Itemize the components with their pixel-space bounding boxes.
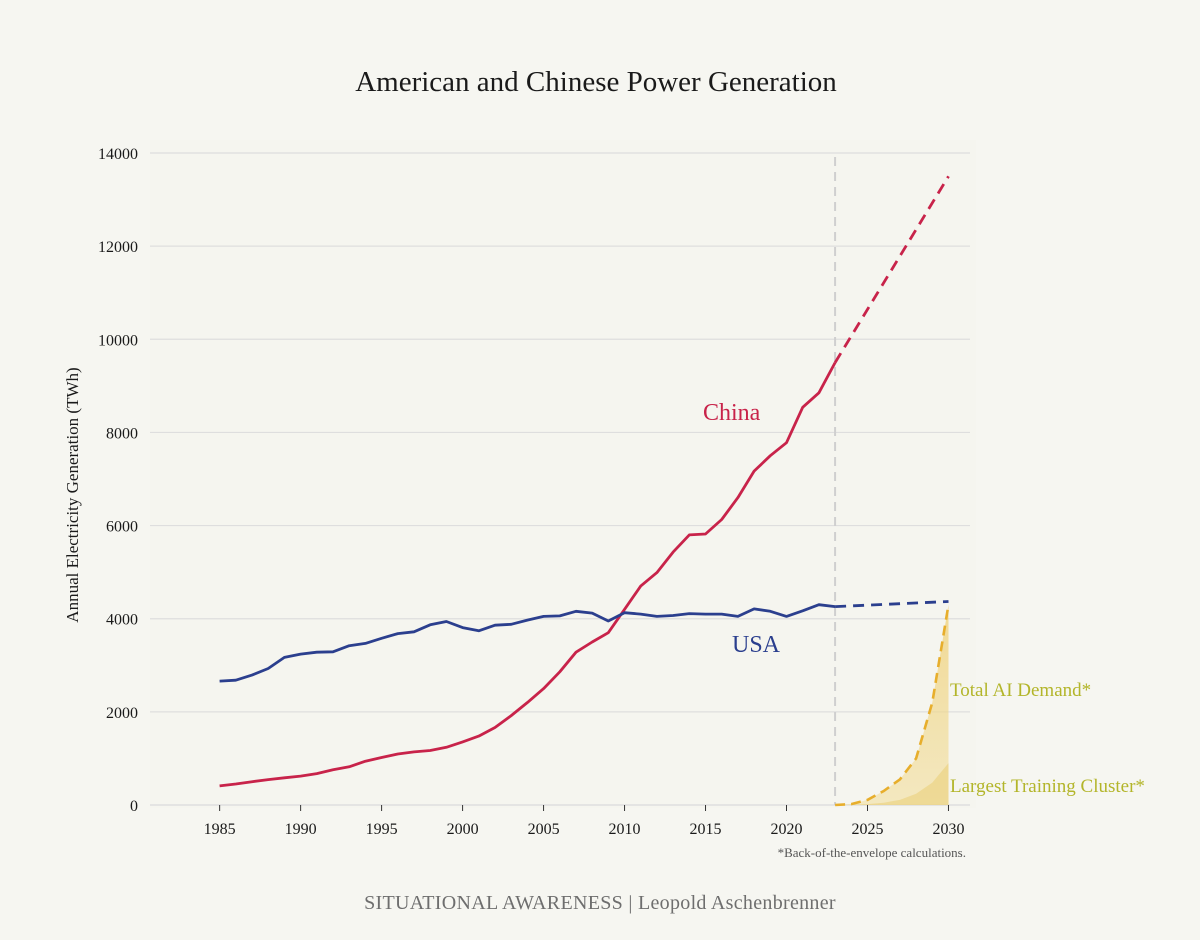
y-axis-label: Annual Electricity Generation (TWh): [63, 367, 82, 622]
y-tick-label: 8000: [106, 425, 138, 442]
y-tick-label: 2000: [106, 705, 138, 722]
usa-projection-line: [835, 600, 949, 608]
china-label: China: [703, 400, 761, 426]
y-axis-ticks: 0 2000 4000 6000 8000 10000 12000 14000: [98, 146, 138, 815]
x-tick-label: 2015: [690, 821, 722, 838]
ai-demand-line: [835, 604, 950, 807]
y-tick-label: 6000: [106, 519, 138, 536]
x-tick-label: 2030: [932, 821, 964, 838]
chart-title: American and Chinese Power Generation: [355, 66, 837, 98]
y-tick-label: 12000: [98, 239, 138, 256]
footer-credit: SITUATIONAL AWARENESS | Leopold Aschenbr…: [364, 892, 836, 914]
china-historical-line: [219, 361, 837, 788]
x-tick-label: 2020: [771, 821, 803, 838]
footnote: *Back-of-the-envelope calculations.: [778, 845, 966, 860]
x-tick-label: 1985: [204, 821, 236, 838]
x-tick-label: 1995: [366, 821, 398, 838]
y-tick-label: 4000: [106, 612, 138, 629]
y-tick-label: 10000: [98, 332, 138, 349]
x-axis-ticks: 1985 1990 1995 2000 2005 2010 2015 2020 2025 2030: [150, 804, 970, 838]
x-tick-label: 2025: [851, 821, 883, 838]
ai-demand-label: Total AI Demand*: [950, 680, 1091, 701]
china-projection-line: [833, 175, 950, 364]
series-layer: [219, 175, 950, 807]
training-cluster-area: [835, 763, 949, 805]
usa-historical-line: [219, 603, 836, 683]
x-tick-label: 2005: [528, 821, 560, 838]
usa-label: USA: [732, 632, 781, 658]
training-cluster-label: Largest Training Cluster*: [950, 776, 1145, 797]
x-tick-label: 2000: [447, 821, 479, 838]
ai-demand-area: [835, 604, 949, 805]
y-tick-label: 0: [130, 798, 138, 815]
x-tick-label: 1990: [285, 821, 317, 838]
x-tick-label: 2010: [609, 821, 641, 838]
y-tick-label: 14000: [98, 146, 138, 163]
